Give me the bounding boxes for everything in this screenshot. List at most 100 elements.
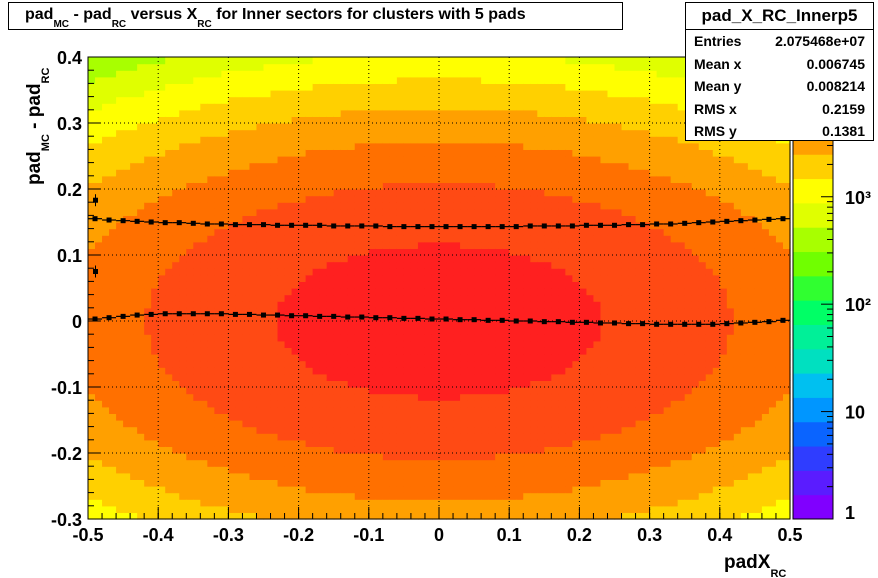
heatmap-cell	[228, 208, 237, 216]
heatmap-cell	[368, 215, 377, 223]
heatmap-cell	[502, 261, 510, 269]
heatmap-cell	[319, 354, 328, 362]
heatmap-cell	[235, 208, 244, 216]
heatmap-cell	[488, 83, 496, 91]
heatmap-cell	[523, 103, 531, 111]
heatmap-cell	[368, 202, 377, 210]
heatmap-cell	[453, 63, 461, 71]
heatmap-cell	[228, 222, 237, 230]
heatmap-cell	[172, 70, 180, 78]
heatmap-cell	[179, 321, 187, 329]
heatmap-cell	[137, 334, 145, 342]
heatmap-cell	[579, 83, 588, 91]
heatmap-cell	[396, 274, 405, 282]
heatmap-cell	[516, 208, 524, 216]
heatmap-cell	[228, 215, 237, 223]
heatmap-cell	[172, 294, 180, 302]
heatmap-cell	[439, 453, 447, 461]
heatmap-cell	[158, 215, 166, 223]
heatmap-cell	[256, 83, 265, 91]
heatmap-cell	[319, 334, 328, 342]
heatmap-cell	[431, 162, 440, 170]
heatmap-cell	[347, 354, 356, 362]
heatmap-cell	[481, 156, 489, 164]
heatmap-cell	[410, 136, 419, 144]
heatmap-cell	[340, 393, 349, 401]
heatmap-cell	[291, 136, 300, 144]
heatmap-cell	[368, 142, 377, 150]
heatmap-cell	[172, 109, 180, 117]
heatmap-cell	[368, 347, 377, 355]
heatmap-cell	[312, 492, 321, 500]
heatmap-cell	[263, 367, 272, 375]
heatmap-cell	[312, 255, 321, 263]
heatmap-cell	[298, 360, 307, 368]
heatmap-cell	[495, 334, 503, 342]
heatmap-cell	[123, 281, 131, 289]
heatmap-cell	[340, 215, 349, 223]
heatmap-cell	[312, 406, 321, 414]
heatmap-cell	[284, 189, 293, 197]
heatmap-cell	[417, 492, 426, 500]
heatmap-cell	[95, 294, 103, 302]
heatmap-cell	[186, 367, 194, 375]
heatmap-cell	[453, 96, 461, 104]
heatmap-cell	[530, 420, 538, 428]
heatmap-cell	[151, 149, 159, 157]
heatmap-cell	[474, 446, 482, 454]
heatmap-cell	[284, 268, 293, 276]
heatmap-cell	[214, 301, 222, 309]
heatmap-cell	[375, 268, 384, 276]
heatmap-cell	[158, 413, 166, 421]
heatmap-cell	[523, 261, 531, 269]
heatmap-cell	[495, 136, 503, 144]
heatmap-cell	[326, 472, 335, 480]
heatmap-cell	[431, 406, 440, 414]
heatmap-cell	[389, 393, 398, 401]
heatmap-cell	[467, 512, 475, 520]
heatmap-cell	[116, 235, 124, 243]
heatmap-cell	[221, 499, 229, 507]
heatmap-cell	[263, 129, 272, 137]
heatmap-cell	[382, 406, 391, 414]
heatmap-cell	[123, 241, 131, 249]
heatmap-cell	[431, 149, 440, 157]
heatmap-cell	[417, 400, 426, 408]
heatmap-cell	[530, 268, 538, 276]
heatmap-cell	[368, 255, 377, 263]
heatmap-cell	[481, 222, 489, 230]
heatmap-cell	[158, 208, 166, 216]
heatmap-cell	[235, 406, 244, 414]
heatmap-cell	[291, 347, 300, 355]
heatmap-cell	[558, 70, 566, 78]
heatmap-cell	[305, 347, 314, 355]
heatmap-cell	[565, 149, 573, 157]
heatmap-cell	[284, 136, 293, 144]
heatmap-cell	[558, 387, 566, 395]
heatmap-cell	[565, 347, 573, 355]
heatmap-cell	[481, 109, 489, 117]
heatmap-cell	[270, 116, 279, 124]
heatmap-cell	[544, 189, 552, 197]
heatmap-cell	[403, 261, 412, 269]
heatmap-cell	[214, 433, 222, 441]
heatmap-cell	[544, 307, 552, 315]
heatmap-cell	[340, 380, 349, 388]
heatmap-cell	[326, 129, 335, 137]
heatmap-cell	[95, 426, 103, 434]
heatmap-cell	[137, 459, 145, 467]
heatmap-cell	[214, 248, 222, 256]
heatmap-cell	[565, 413, 573, 421]
heatmap-cell	[488, 169, 496, 177]
heatmap-cell	[474, 182, 482, 190]
heatmap-cell	[144, 268, 152, 276]
heatmap-cell	[165, 255, 173, 263]
heatmap-cell	[102, 162, 110, 170]
heatmap-cell	[179, 142, 187, 150]
heatmap-cell	[165, 208, 173, 216]
heatmap-cell	[179, 420, 187, 428]
heatmap-cell	[516, 123, 524, 131]
heatmap-cell	[467, 96, 475, 104]
heatmap-cell	[516, 301, 524, 309]
heatmap-cell	[396, 235, 405, 243]
